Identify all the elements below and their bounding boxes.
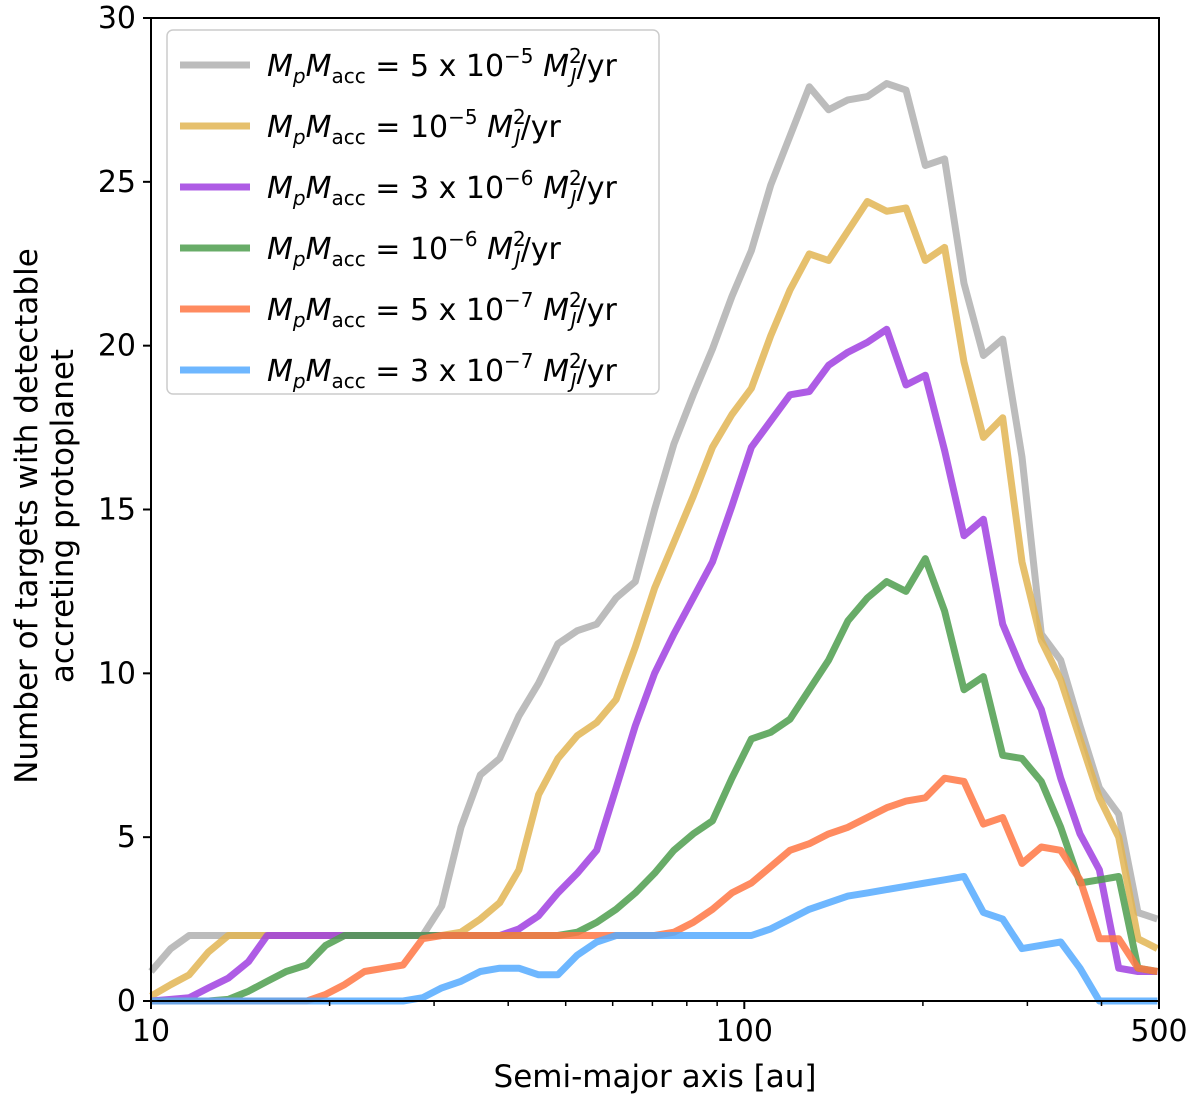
legend-entry-2: MpMacc = 10−5 M2 J/yr (267, 105, 562, 149)
series-line-4 (151, 555, 1158, 1005)
y-tick-label: 25 (98, 165, 136, 200)
legend-entry-1: MpMacc = 5 x 10−5 M2 J/yr (267, 44, 617, 88)
x-tick-label: 500 (1130, 1014, 1187, 1049)
y-tick-label: 0 (117, 984, 136, 1019)
legend-entry-6: MpMacc = 3 x 10−7 M2 J/yr (267, 349, 617, 393)
legend-entry-4: MpMacc = 10−6 M2 J/yr (267, 227, 562, 271)
y-tick-label: 30 (98, 1, 136, 36)
y-axis-label-line-2: accreting protoplanet (45, 349, 81, 683)
ticks-layer: 10 100 500 0 5 10 15 20 25 30 (98, 1, 1188, 1049)
legend-box (166, 29, 660, 395)
legend-entry-5: MpMacc = 5 x 10−7 M2 J/yr (267, 288, 617, 332)
x-axis-label: Semi-major axis [au] (494, 1059, 817, 1095)
x-tick-label: 10 (132, 1014, 170, 1049)
legend-entry-3: MpMacc = 3 x 10−6 M2 J/yr (267, 166, 617, 210)
x-tick-label: 100 (716, 1014, 773, 1049)
y-tick-label: 10 (98, 656, 136, 691)
legend: MpMacc = 5 x 10−5 M2 J/yr MpMacc = 10−5 M2… (166, 29, 660, 395)
y-tick-label: 20 (98, 329, 136, 364)
y-tick-label: 5 (117, 820, 136, 855)
series-line-3 (150, 325, 1158, 1005)
y-axis-label: Number of targets with detectable accret… (9, 248, 81, 784)
y-axis-label-line-1: Number of targets with detectable (9, 248, 45, 784)
y-tick-label: 15 (98, 493, 136, 528)
